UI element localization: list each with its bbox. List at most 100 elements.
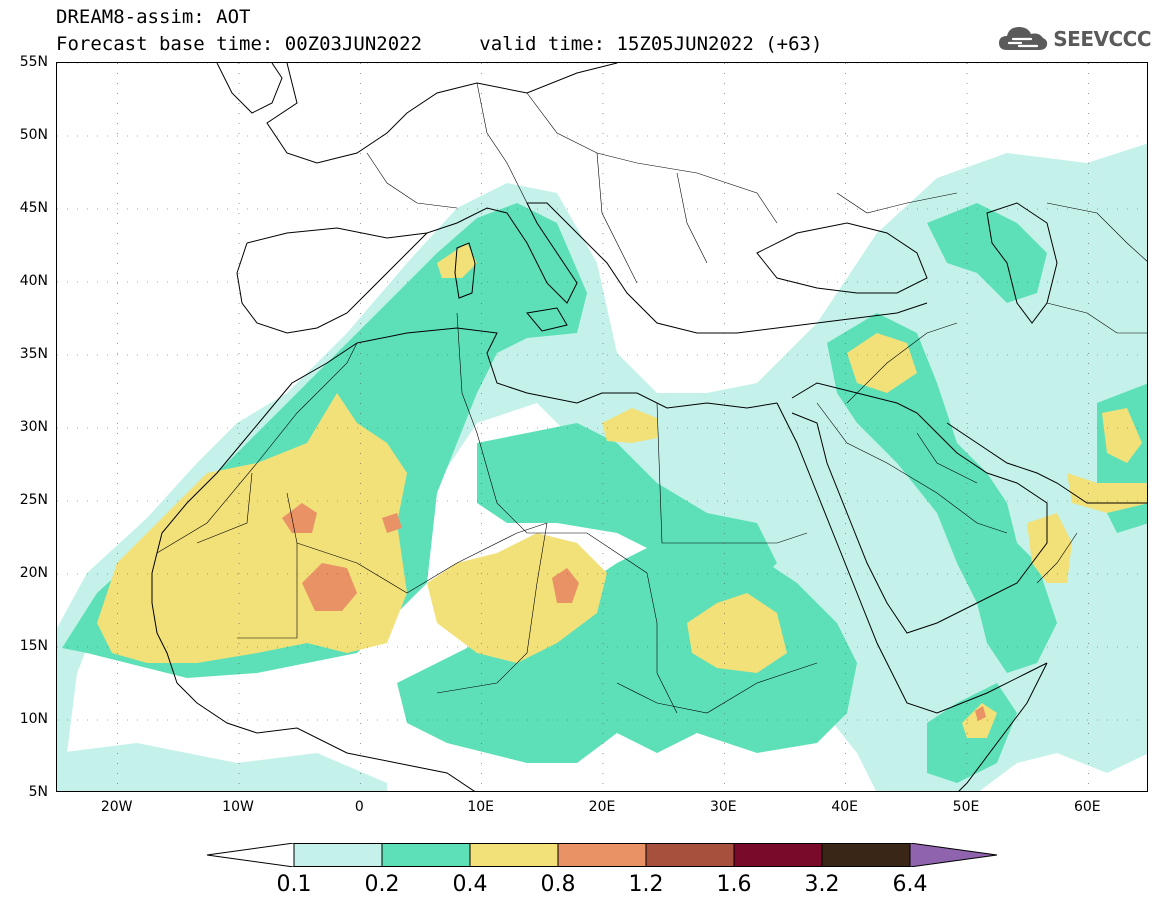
aot-field-high (962, 703, 997, 738)
border (646, 572, 678, 714)
aot-field-high (687, 593, 787, 673)
latitude-label: 5N (28, 784, 48, 800)
border (476, 82, 528, 204)
colorbar-swatch (557, 843, 647, 867)
coastline-africa-west (151, 342, 475, 791)
valid-time-label: valid time: 15Z05JUN2022 (+63) (479, 33, 823, 55)
aot-fields (57, 143, 1147, 791)
longitude-label: 20W (100, 799, 133, 815)
latitude-label: 40N (19, 273, 48, 289)
colorbar-label: 6.4 (892, 872, 928, 897)
coastline-britain (216, 63, 283, 114)
border (656, 402, 808, 544)
border (406, 522, 548, 594)
border (916, 432, 978, 484)
country-borders (156, 82, 1147, 714)
border (296, 542, 408, 594)
longitude-label: 20E (588, 799, 616, 815)
aot-field-medium (827, 313, 1057, 673)
aot-field-very-high (302, 563, 357, 611)
border (676, 172, 708, 264)
latitude-label: 20N (19, 565, 48, 581)
cloud-icon (999, 27, 1048, 50)
aot-map (57, 63, 1147, 791)
aot-field-medium (927, 203, 1047, 303)
aot-field-high (602, 408, 657, 443)
seevccc-logo: SEEVCCC (997, 24, 1151, 54)
border (616, 662, 818, 714)
coastlines (151, 63, 1147, 791)
base-time-label: Forecast base time: 00Z03JUN2022 (56, 33, 423, 55)
coastline-africa-north (356, 327, 778, 409)
colorbar (206, 843, 998, 867)
coastline-persian-gulf (946, 422, 1147, 504)
colorbar-swatch (733, 843, 823, 867)
aot-field-very-high (282, 503, 317, 533)
longitude-label: 0 (354, 799, 364, 815)
latitude-label: 15N (19, 638, 48, 654)
aot-field-very-high (552, 568, 579, 603)
border (196, 472, 253, 544)
latitude-label: 30N (19, 419, 48, 435)
colorbar-swatch (821, 843, 911, 867)
coastline-horn-of-africa (958, 662, 1048, 791)
latitude-label: 55N (19, 54, 48, 70)
coastline-sardinia (454, 242, 476, 299)
longitude-label: 10W (222, 799, 254, 815)
chart-title: DREAM8-assim: AOT (56, 6, 251, 28)
colorbar-label: 1.6 (716, 872, 752, 897)
border (526, 92, 778, 224)
colorbar-label: 0.1 (276, 872, 312, 897)
coastline-europe-south (246, 202, 928, 334)
coastline-caspian-sea (986, 202, 1058, 324)
colorbar-over-arrow (909, 843, 998, 867)
aot-field-very-high (975, 706, 986, 721)
aot-field-high (1102, 408, 1142, 463)
colorbar-swatch (469, 843, 559, 867)
aot-field-low (57, 743, 387, 791)
longitude-label: 10E (467, 799, 494, 815)
border (456, 312, 498, 504)
forecast-times: Forecast base time: 00Z03JUN2022 valid t… (56, 34, 822, 54)
map-area (56, 62, 1148, 792)
latitude-label: 45N (19, 200, 48, 216)
logo-text: SEEVCCC (1053, 27, 1151, 51)
border (237, 492, 298, 639)
border (436, 522, 548, 694)
coastline-red-sea (776, 402, 1048, 714)
border (1036, 532, 1078, 584)
colorbar-swatch (645, 843, 735, 867)
longitude-label: 50E (952, 799, 980, 815)
border (836, 192, 958, 214)
border (1046, 202, 1147, 262)
colorbar-label: 1.2 (628, 872, 664, 897)
coastline-iberia (236, 232, 428, 334)
aot-field-high (847, 333, 917, 393)
longitude-label: 30E (709, 799, 737, 815)
border (366, 152, 458, 209)
border (816, 402, 1008, 534)
coastline-sicily (526, 307, 568, 332)
aot-field-medium (397, 533, 857, 763)
latitude-label: 25N (19, 492, 48, 508)
border (596, 152, 638, 284)
aot-field-high (1027, 513, 1072, 583)
colorbar-label: 0.8 (540, 872, 576, 897)
colorbar-under-arrow (206, 843, 295, 867)
border (1046, 302, 1147, 334)
colorbar-label: 0.4 (452, 872, 488, 897)
coastline-black-sea (756, 222, 928, 294)
colorbar-label: 0.2 (364, 872, 400, 897)
latitude-label: 50N (19, 127, 48, 143)
graticule (57, 63, 1147, 791)
aot-field-high (427, 533, 607, 663)
longitude-label: 60E (1073, 799, 1101, 815)
longitude-label: 40E (831, 799, 858, 815)
aot-field-very-high (382, 513, 402, 533)
latitude-label: 35N (19, 346, 48, 362)
colorbar-swatch (293, 843, 383, 867)
border (156, 342, 358, 554)
border (846, 322, 958, 404)
colorbar-swatch (381, 843, 471, 867)
coastline-arabia (791, 382, 1048, 634)
